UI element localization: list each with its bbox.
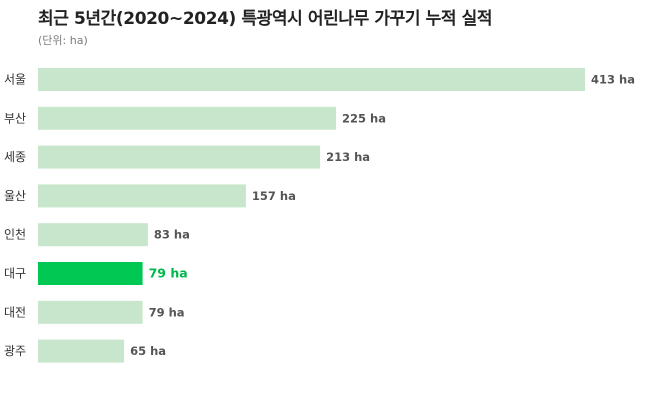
category-label: 서울 — [4, 73, 26, 87]
category-label: 울산 — [4, 189, 26, 203]
value-label: 213 ha — [326, 150, 370, 164]
category-label: 대전 — [4, 305, 26, 319]
bar — [38, 184, 246, 208]
category-label: 광주 — [4, 344, 26, 358]
bar — [38, 106, 336, 130]
category-label: 세종 — [4, 150, 26, 164]
bar — [38, 223, 148, 247]
bar — [38, 339, 125, 363]
value-label: 79 ha — [149, 266, 188, 281]
value-label: 413 ha — [591, 73, 635, 87]
category-label: 대구 — [4, 267, 26, 281]
value-label: 79 ha — [149, 305, 185, 319]
chart-title: 최근 5년간(2020~2024) 특광역시 어린나무 가꾸기 누적 실적 — [38, 9, 493, 29]
category-label: 부산 — [4, 111, 26, 125]
category-label: 인천 — [4, 227, 26, 242]
chart-subtitle: (단위: ha) — [38, 34, 88, 47]
bar — [38, 300, 143, 324]
bar — [38, 145, 321, 169]
bar-highlighted — [38, 262, 143, 285]
value-label: 225 ha — [342, 111, 386, 125]
value-label: 157 ha — [252, 189, 296, 203]
bar — [38, 68, 585, 91]
value-label: 65 ha — [130, 344, 166, 358]
value-label: 83 ha — [154, 228, 190, 242]
